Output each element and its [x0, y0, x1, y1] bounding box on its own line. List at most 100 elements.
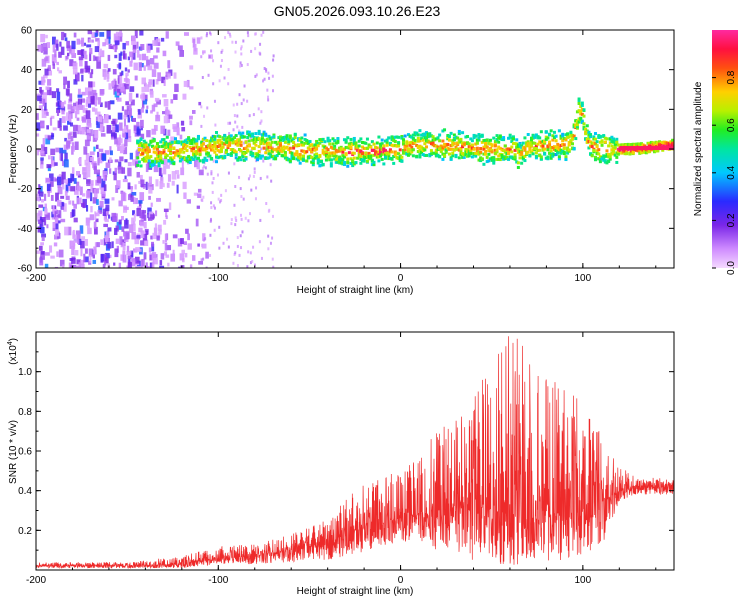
spectrogram-cell [77, 88, 81, 95]
spectrogram-cell [246, 139, 249, 143]
spectrogram-cell [429, 140, 433, 144]
spectrogram-cell [96, 169, 101, 175]
spectrogram-cell [218, 135, 222, 139]
spectrogram-cell [115, 118, 118, 123]
spectrogram-cell [227, 31, 230, 35]
spectrogram-cell [236, 138, 240, 142]
spectrogram-cell [98, 123, 104, 131]
spectrogram-cell [205, 266, 208, 268]
spectrogram-cell [42, 43, 48, 52]
spectrogram-cell [326, 148, 330, 152]
spectrogram-cell [48, 70, 53, 76]
spectrogram-cell [651, 143, 655, 147]
spectrogram-cell [95, 116, 98, 126]
spectrogram-cell [208, 146, 212, 150]
spectrogram-cell [625, 152, 629, 156]
spectrogram-cell [470, 155, 474, 159]
spectrogram-cell [351, 159, 355, 163]
spectrogram-cell [142, 210, 147, 214]
spectrogram-cell [397, 156, 401, 160]
spectrogram-cell [585, 124, 589, 128]
spectrogram-cell [607, 144, 611, 148]
spectrogram-cell [248, 174, 251, 178]
spectrogram-cell [467, 145, 471, 149]
spectrogram-cell [83, 42, 87, 46]
spectrogram-cell [241, 230, 244, 234]
spectrogram-cell [392, 154, 396, 158]
spectrogram-cell [103, 63, 109, 69]
spectrogram-cell [628, 143, 632, 147]
spectrogram-cell [71, 142, 75, 150]
spectrogram-cell [170, 158, 174, 162]
spectrogram-cell [265, 202, 268, 206]
spectrogram-cell [112, 126, 116, 133]
spectrogram-cell [505, 147, 509, 151]
spectrogram-cell [464, 135, 468, 139]
spectrogram-cell [54, 178, 59, 182]
spectrogram-cell [64, 152, 68, 161]
spectrogram-cell [206, 151, 210, 155]
spectrogram-cell [60, 101, 65, 109]
spectrogram-cell [551, 145, 555, 149]
spectrogram-cell [461, 145, 465, 149]
spectrogram-cell [56, 199, 62, 207]
spectrogram-cell [336, 137, 340, 141]
spectrogram-cell [56, 109, 60, 116]
spectrogram-cell [46, 164, 52, 169]
spectrogram-cell [159, 265, 165, 268]
spectrogram-cell [229, 152, 233, 156]
spectrogram-cell [497, 136, 501, 140]
spectrogram-cell [431, 142, 435, 146]
spectrogram-cell [456, 141, 460, 145]
spectrogram-cell [303, 133, 307, 137]
spectrogram-cell [192, 152, 196, 156]
spectrogram-cell [171, 180, 175, 186]
spectrogram-cell [150, 214, 155, 219]
spectrogram-cell [487, 159, 491, 163]
spectrogram-cell [127, 194, 131, 201]
spectrogram-cell [246, 149, 250, 153]
spectrogram-cell [507, 147, 511, 151]
spectrogram-cell [72, 62, 78, 69]
spectrogram-cell [616, 151, 620, 155]
spectrogram-cell [213, 206, 216, 210]
spectrogram-cell [64, 100, 67, 105]
spectrogram-cell [235, 219, 238, 223]
spectrogram-cell [333, 154, 337, 158]
spectrogram-cell [308, 148, 312, 152]
spectrogram-cell [84, 139, 90, 147]
spectrogram-cell [544, 135, 548, 139]
spectrogram-cell [612, 147, 616, 151]
spectrogram-cell [224, 36, 227, 40]
spectrogram-cell [44, 263, 49, 268]
spectrogram-cell [584, 127, 588, 131]
spectrogram-cell [444, 142, 448, 146]
spectrogram-cell [361, 158, 365, 162]
spectrogram-cell [546, 136, 550, 140]
spectrogram-cell [433, 151, 437, 155]
spectrogram-cell [334, 141, 338, 145]
spectrogram-cell [61, 160, 66, 166]
spectrogram-cell [382, 162, 386, 166]
spectrogram-cell [213, 137, 217, 141]
spectrogram-cell [59, 259, 65, 267]
spectrogram-cell [85, 217, 90, 226]
spectrogram-cell [56, 88, 60, 93]
spectrogram-cell [251, 152, 255, 156]
spectrogram-cell [38, 191, 44, 197]
spectrogram-cell [218, 155, 222, 159]
spectrogram-cell [338, 155, 342, 159]
spectrogram-cell [520, 161, 524, 165]
spectrogram-cell [44, 134, 50, 139]
spectrogram-cell [234, 142, 238, 146]
spectrogram-cell [260, 136, 264, 140]
spectrogram-cell [266, 175, 269, 179]
spectrogram-cell [127, 56, 130, 61]
spectrogram-x-ticks: -200 -100 0 100 [26, 30, 657, 284]
spectrogram-cell [201, 199, 204, 203]
spectrogram-cell [608, 157, 612, 161]
spectrogram-cell [610, 151, 614, 155]
spectrogram-cell [321, 144, 325, 148]
spectrogram-cell [41, 76, 45, 86]
spectrogram-cell [103, 216, 107, 221]
